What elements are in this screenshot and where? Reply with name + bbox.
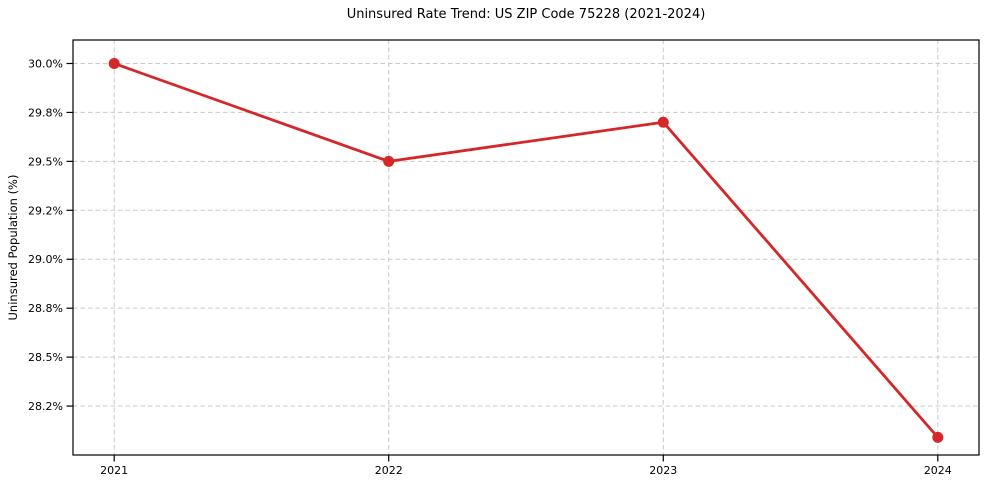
x-tick-label: 2023 — [649, 464, 677, 477]
y-tick-label: 30.0% — [28, 57, 63, 70]
y-tick-label: 28.5% — [28, 351, 63, 364]
y-tick-label: 29.2% — [28, 204, 63, 217]
x-tick-label: 2022 — [375, 464, 403, 477]
data-point-2021 — [108, 57, 120, 69]
data-point-2024 — [932, 431, 944, 443]
trend-line — [112, 62, 940, 439]
axes-border — [72, 39, 980, 456]
y-tick-label: 28.2% — [28, 400, 63, 413]
x-tick-label: 2021 — [100, 464, 128, 477]
chart-title: Uninsured Rate Trend: US ZIP Code 75228 … — [346, 7, 706, 22]
y-axis-label: Uninsured Population (%) — [6, 174, 20, 321]
y-tick-label: 29.8% — [28, 106, 63, 119]
x-tick-label: 2024 — [924, 464, 952, 477]
y-tick-label: 28.8% — [28, 302, 63, 315]
y-tick-label: 29.0% — [28, 253, 63, 266]
data-point-2023 — [657, 116, 669, 128]
data-point-2022 — [383, 155, 395, 167]
y-tick-label: 29.5% — [28, 155, 63, 168]
